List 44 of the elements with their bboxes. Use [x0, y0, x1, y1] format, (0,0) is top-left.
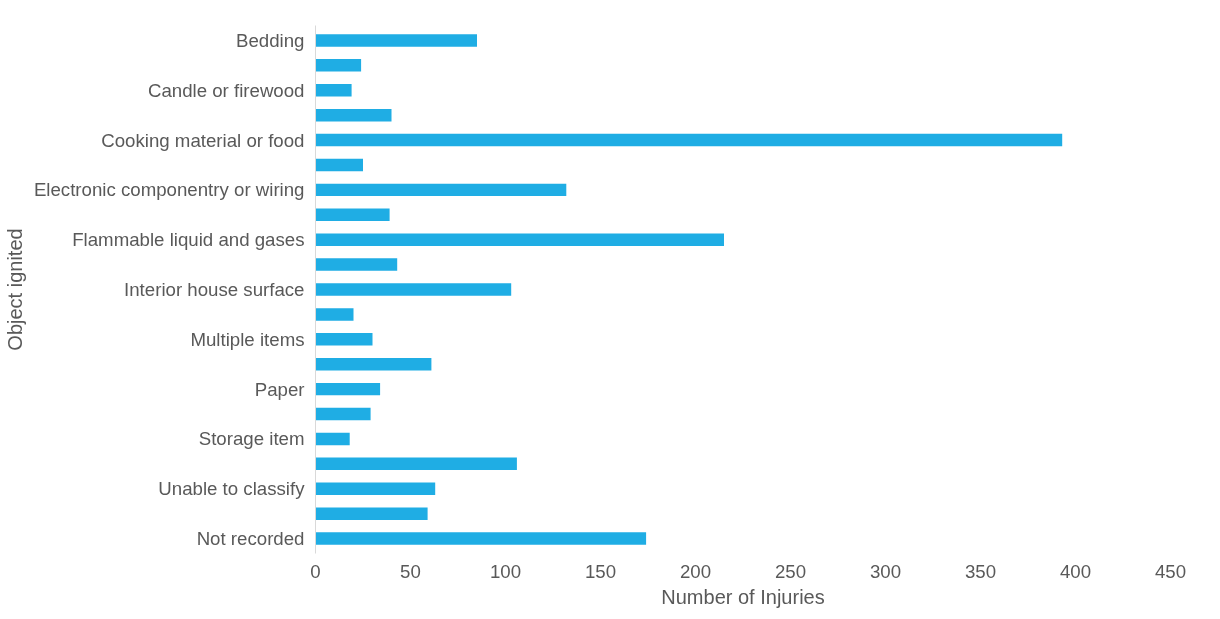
y-axis-title: Object ignited — [3, 228, 26, 351]
bar — [315, 333, 373, 346]
x-tick-label: 350 — [964, 560, 997, 582]
y-tick-label: Bedding — [236, 29, 305, 51]
x-axis-title: Number of Injuries — [661, 585, 825, 608]
bar — [315, 283, 512, 296]
x-tick-label: 150 — [584, 560, 617, 582]
bar — [315, 532, 647, 545]
bar — [315, 233, 724, 246]
y-tick-label: Cooking material or food — [101, 129, 305, 151]
x-tick-label: 450 — [1154, 560, 1187, 582]
y-tick-label: Unable to classify — [158, 478, 306, 500]
x-tick-label: 100 — [489, 560, 522, 582]
y-tick-label: Storage item — [198, 428, 305, 450]
y-tick-label: Candle or firewood — [147, 79, 305, 101]
bar — [315, 108, 392, 122]
y-tick-label: Multiple items — [190, 328, 305, 350]
y-tick-label: Interior house surface — [124, 279, 305, 300]
y-tick-label: Paper — [254, 378, 305, 400]
y-tick-label: Not recorded — [196, 528, 305, 550]
x-tick-label: 400 — [1059, 560, 1092, 582]
y-tick-label: Flammable liquid and gases — [72, 229, 305, 251]
x-tick-label: 50 — [400, 560, 421, 582]
bar — [315, 34, 477, 47]
bar — [315, 183, 567, 197]
bar — [315, 133, 1063, 147]
bar — [315, 357, 432, 371]
x-tick-label: 0 — [310, 560, 321, 582]
bar — [315, 482, 436, 495]
bar — [315, 158, 363, 172]
x-tick-label: 250 — [774, 560, 807, 582]
bar — [315, 84, 352, 97]
y-tick-label: Electronic componentry or wiring — [33, 179, 305, 201]
x-tick-label: 200 — [679, 560, 712, 582]
bar — [315, 208, 390, 222]
bar — [315, 432, 350, 446]
bar — [315, 258, 398, 271]
bar — [315, 59, 362, 72]
x-tick-label: 300 — [869, 560, 902, 582]
bar — [315, 382, 381, 396]
bar — [315, 308, 354, 321]
bar — [315, 457, 517, 471]
bar — [315, 407, 371, 421]
bar — [315, 507, 428, 520]
